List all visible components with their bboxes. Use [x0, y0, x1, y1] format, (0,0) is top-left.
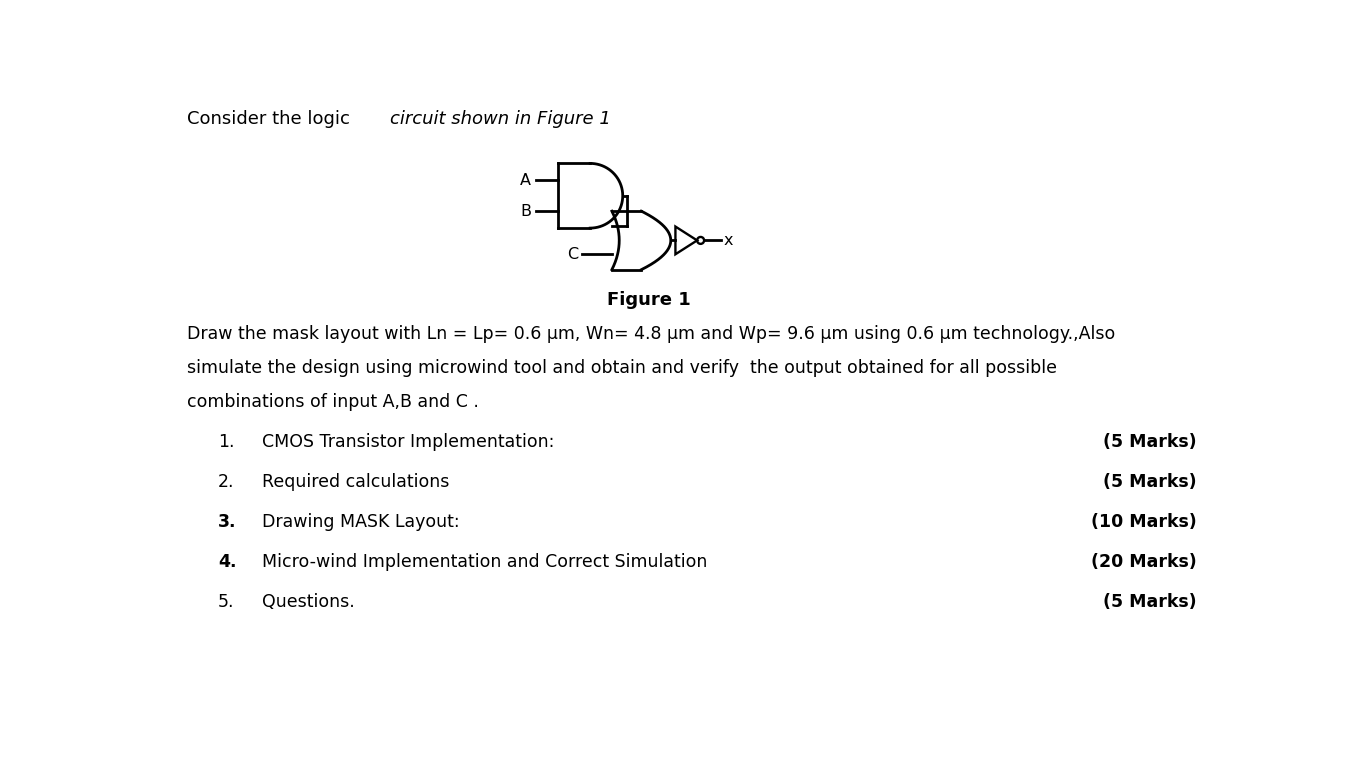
Text: A: A [520, 173, 531, 187]
Text: 4.: 4. [218, 553, 237, 571]
Text: 3.: 3. [218, 513, 237, 531]
Text: (5 Marks): (5 Marks) [1104, 433, 1198, 451]
Text: Draw the mask layout with Ln = Lp= 0.6 μm, Wn= 4.8 μm and Wp= 9.6 μm using 0.6 μ: Draw the mask layout with Ln = Lp= 0.6 μ… [188, 325, 1116, 343]
Text: Questions.: Questions. [261, 593, 354, 611]
Text: Drawing MASK Layout:: Drawing MASK Layout: [261, 513, 459, 531]
Text: combinations of input A,B and C .: combinations of input A,B and C . [188, 393, 479, 411]
Text: (10 Marks): (10 Marks) [1092, 513, 1198, 531]
Text: C: C [566, 247, 578, 262]
Text: Micro-wind Implementation and Correct Simulation: Micro-wind Implementation and Correct Si… [261, 553, 706, 571]
Text: x: x [724, 233, 734, 248]
Text: simulate the design using microwind tool and obtain and verify  the output obtai: simulate the design using microwind tool… [188, 359, 1057, 377]
Text: 5.: 5. [218, 593, 234, 611]
Text: B: B [520, 203, 531, 219]
Text: Required calculations: Required calculations [261, 473, 449, 491]
Text: (5 Marks): (5 Marks) [1104, 473, 1198, 491]
Text: (5 Marks): (5 Marks) [1104, 593, 1198, 611]
Text: 1.: 1. [218, 433, 234, 451]
Text: 2.: 2. [218, 473, 234, 491]
Text: CMOS Transistor Implementation:: CMOS Transistor Implementation: [261, 433, 554, 451]
Text: circuit shown in Figure 1: circuit shown in Figure 1 [391, 109, 611, 128]
Text: (20 Marks): (20 Marks) [1092, 553, 1198, 571]
Text: Figure 1: Figure 1 [607, 291, 691, 309]
Text: Consider the logic: Consider the logic [188, 109, 355, 128]
